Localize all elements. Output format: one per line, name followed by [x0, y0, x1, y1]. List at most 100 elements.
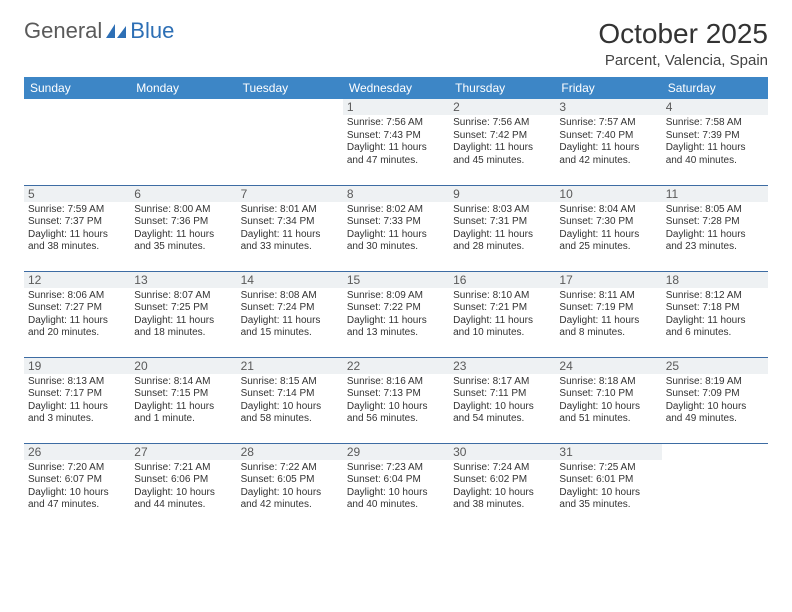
daylight-text: Daylight: 11 hours and 45 minutes.	[453, 142, 551, 167]
sunset-text: Sunset: 7:25 PM	[134, 302, 232, 315]
calendar-head: Sunday Monday Tuesday Wednesday Thursday…	[24, 77, 768, 99]
calendar-cell: 4 Sunrise: 7:58 AMSunset: 7:39 PMDaylight…	[662, 99, 768, 185]
day-details: Sunrise: 7:22 AMSunset: 6:05 PMDaylight:…	[241, 462, 339, 512]
daylight-text: Daylight: 11 hours and 8 minutes.	[559, 315, 657, 340]
day-details: Sunrise: 8:12 AMSunset: 7:18 PMDaylight:…	[666, 290, 764, 340]
day-details: Sunrise: 7:58 AMSunset: 7:39 PMDaylight:…	[666, 117, 764, 167]
logo-sail-icon	[106, 24, 126, 38]
sunrise-text: Sunrise: 7:59 AM	[28, 204, 126, 217]
calendar-cell: 17Sunrise: 8:11 AMSunset: 7:19 PMDayligh…	[555, 271, 661, 357]
day-details: Sunrise: 8:17 AMSunset: 7:11 PMDaylight:…	[453, 376, 551, 426]
sunrise-text: Sunrise: 8:08 AM	[241, 290, 339, 303]
calendar-cell: 1Sunrise: 7:56 AMSunset: 7:43 PMDaylight…	[343, 99, 449, 185]
sunset-text: Sunset: 7:37 PM	[28, 216, 126, 229]
day-number: 16	[449, 272, 555, 288]
calendar-cell: 7Sunrise: 8:01 AMSunset: 7:34 PMDaylight…	[237, 185, 343, 271]
sunset-text: Sunset: 7:14 PM	[241, 388, 339, 401]
calendar-cell: 15Sunrise: 8:09 AMSunset: 7:22 PMDayligh…	[343, 271, 449, 357]
calendar-cell: 12 Sunrise: 8:06 AMSunset: 7:27 PMDayligh…	[24, 271, 130, 357]
sunrise-text: Sunrise: 8:05 AM	[666, 204, 764, 217]
day-number: 25	[662, 358, 768, 374]
sunrise-text: Sunrise: 8:04 AM	[559, 204, 657, 217]
calendar-cell: 19Sunrise: 8:13 AMSunset: 7:17 PMDayligh…	[24, 357, 130, 443]
calendar-row: 19Sunrise: 8:13 AMSunset: 7:17 PMDayligh…	[24, 357, 768, 443]
day-details: Sunrise: 8:11 AMSunset: 7:19 PMDaylight:…	[559, 290, 657, 340]
sunrise-text: Sunrise: 7:56 AM	[347, 117, 445, 130]
day-number: 19	[24, 358, 130, 374]
calendar-cell: 2Sunrise: 7:56 AMSunset: 7:42 PMDaylight…	[449, 99, 555, 185]
calendar-row: 12 Sunrise: 8:06 AMSunset: 7:27 PMDayligh…	[24, 271, 768, 357]
sunset-text: Sunset: 7:28 PM	[666, 216, 764, 229]
day-details: Sunrise: 8:08 AMSunset: 7:24 PMDaylight:…	[241, 290, 339, 340]
calendar-cell: 29Sunrise: 7:23 AMSunset: 6:04 PMDayligh…	[343, 443, 449, 529]
calendar-cell: 6Sunrise: 8:00 AMSunset: 7:36 PMDaylight…	[130, 185, 236, 271]
sunrise-text: Sunrise: 8:09 AM	[347, 290, 445, 303]
day-number: 1	[343, 99, 449, 115]
sunset-text: Sunset: 7:18 PM	[666, 302, 764, 315]
sunrise-text: Sunrise: 8:16 AM	[347, 376, 445, 389]
day-details: Sunrise: 8:06 AMSunset: 7:27 PMDaylight:…	[28, 290, 126, 340]
day-number: 20	[130, 358, 236, 374]
calendar-cell: 23 Sunrise: 8:17 AMSunset: 7:11 PMDayligh…	[449, 357, 555, 443]
sunrise-text: Sunrise: 7:23 AM	[347, 462, 445, 475]
daylight-text: Daylight: 10 hours and 42 minutes.	[241, 487, 339, 512]
day-details: Sunrise: 8:04 AMSunset: 7:30 PMDaylight:…	[559, 204, 657, 254]
calendar-cell	[24, 99, 130, 185]
day-number: 12	[24, 272, 130, 288]
daylight-text: Daylight: 11 hours and 15 minutes.	[241, 315, 339, 340]
calendar-cell: 28 Sunrise: 7:22 AMSunset: 6:05 PMDayligh…	[237, 443, 343, 529]
sunrise-text: Sunrise: 7:57 AM	[559, 117, 657, 130]
day-number: 18	[662, 272, 768, 288]
calendar-cell: 30Sunrise: 7:24 AMSunset: 6:02 PMDayligh…	[449, 443, 555, 529]
calendar-cell: 25 Sunrise: 8:19 AMSunset: 7:09 PMDayligh…	[662, 357, 768, 443]
day-number: 6	[130, 186, 236, 202]
sunset-text: Sunset: 7:24 PM	[241, 302, 339, 315]
sunset-text: Sunset: 7:34 PM	[241, 216, 339, 229]
day-number: 4	[662, 99, 768, 115]
sunset-text: Sunset: 7:33 PM	[347, 216, 445, 229]
day-number: 15	[343, 272, 449, 288]
daylight-text: Daylight: 11 hours and 10 minutes.	[453, 315, 551, 340]
day-details: Sunrise: 7:56 AMSunset: 7:42 PMDaylight:…	[453, 117, 551, 167]
daylight-text: Daylight: 10 hours and 47 minutes.	[28, 487, 126, 512]
calendar-cell: 10Sunrise: 8:04 AMSunset: 7:30 PMDayligh…	[555, 185, 661, 271]
calendar-row: 5Sunrise: 7:59 AMSunset: 7:37 PMDaylight…	[24, 185, 768, 271]
sunset-text: Sunset: 7:22 PM	[347, 302, 445, 315]
day-details: Sunrise: 8:03 AMSunset: 7:31 PMDaylight:…	[453, 204, 551, 254]
sunrise-text: Sunrise: 7:24 AM	[453, 462, 551, 475]
sunset-text: Sunset: 6:07 PM	[28, 474, 126, 487]
calendar-cell: 31Sunrise: 7:25 AMSunset: 6:01 PMDayligh…	[555, 443, 661, 529]
day-details: Sunrise: 7:24 AMSunset: 6:02 PMDaylight:…	[453, 462, 551, 512]
calendar-row: 26Sunrise: 7:20 AMSunset: 6:07 PMDayligh…	[24, 443, 768, 529]
sunrise-text: Sunrise: 8:03 AM	[453, 204, 551, 217]
sunrise-text: Sunrise: 7:56 AM	[453, 117, 551, 130]
dayhead-sun: Sunday	[24, 77, 130, 99]
day-details: Sunrise: 8:15 AMSunset: 7:14 PMDaylight:…	[241, 376, 339, 426]
day-details: Sunrise: 8:19 AMSunset: 7:09 PMDaylight:…	[666, 376, 764, 426]
day-details: Sunrise: 7:57 AMSunset: 7:40 PMDaylight:…	[559, 117, 657, 167]
sunrise-text: Sunrise: 8:11 AM	[559, 290, 657, 303]
sunrise-text: Sunrise: 8:17 AM	[453, 376, 551, 389]
sunset-text: Sunset: 7:36 PM	[134, 216, 232, 229]
calendar-cell: 22 Sunrise: 8:16 AMSunset: 7:13 PMDayligh…	[343, 357, 449, 443]
calendar-cell: 16Sunrise: 8:10 AMSunset: 7:21 PMDayligh…	[449, 271, 555, 357]
daylight-text: Daylight: 11 hours and 20 minutes.	[28, 315, 126, 340]
daylight-text: Daylight: 11 hours and 25 minutes.	[559, 229, 657, 254]
location-text: Parcent, Valencia, Spain	[598, 52, 768, 69]
day-number: 9	[449, 186, 555, 202]
calendar-cell: 3Sunrise: 7:57 AMSunset: 7:40 PMDaylight…	[555, 99, 661, 185]
sunset-text: Sunset: 6:01 PM	[559, 474, 657, 487]
sunrise-text: Sunrise: 7:21 AM	[134, 462, 232, 475]
sunrise-text: Sunrise: 8:18 AM	[559, 376, 657, 389]
daylight-text: Daylight: 10 hours and 49 minutes.	[666, 401, 764, 426]
sunrise-text: Sunrise: 7:20 AM	[28, 462, 126, 475]
day-number: 23	[449, 358, 555, 374]
day-number: 28	[237, 444, 343, 460]
dayhead-mon: Monday	[130, 77, 236, 99]
sunrise-text: Sunrise: 8:10 AM	[453, 290, 551, 303]
calendar-page: General Blue October 2025 Parcent, Valen…	[0, 0, 792, 547]
sunrise-text: Sunrise: 8:07 AM	[134, 290, 232, 303]
logo: General Blue	[24, 18, 174, 44]
day-number: 22	[343, 358, 449, 374]
day-details: Sunrise: 8:16 AMSunset: 7:13 PMDaylight:…	[347, 376, 445, 426]
